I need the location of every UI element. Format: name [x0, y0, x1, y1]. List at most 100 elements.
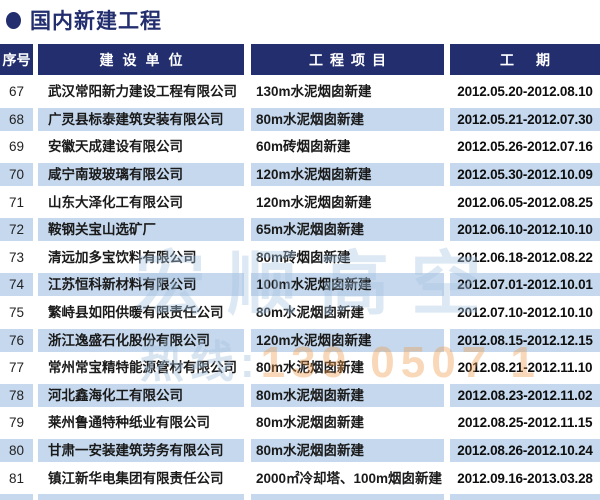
- row-no: 81: [8, 470, 25, 486]
- column-header-project: 工程项目: [251, 44, 444, 75]
- row-no: 72: [0, 218, 33, 242]
- row-no: 80: [0, 439, 33, 463]
- row-company: 江苏恒科新材料有限公司: [38, 273, 244, 297]
- row-period: 2012.05.26-2012.07.16: [457, 139, 593, 155]
- row-company: 镇江新华电集团有限责任公司: [48, 470, 224, 486]
- table-row: 72 鞍钢关宝山选矿厂 65m水泥烟囱新建 2012.06.10-2012.10.10: [0, 216, 600, 244]
- row-company: 浙江逸盛石化股份有限公司: [38, 328, 244, 352]
- column-header-period: 工期: [450, 44, 600, 75]
- row-no: 74: [0, 273, 33, 297]
- bullet-icon: [6, 11, 21, 29]
- row-period: 2012.07.10-2012.10.10: [457, 305, 593, 321]
- row-project: 80m水泥烟囱新建: [251, 107, 444, 131]
- row-company: 咸宁南玻玻璃有限公司: [38, 163, 244, 187]
- row-project: 80m水泥烟囱新建: [256, 360, 365, 376]
- partial-cell: [0, 494, 33, 500]
- row-no: 70: [0, 163, 33, 187]
- table-row: 73 清远加多宝饮料有限公司 80m砖烟囱新建 2012.06.18-2012.08.…: [0, 244, 600, 272]
- row-period: 2012.08.25-2012.11.15: [457, 415, 593, 431]
- partial-next-row: [0, 494, 600, 500]
- row-project: 65m水泥烟囱新建: [251, 218, 444, 242]
- row-period: 2012.09.16-2013.03.28: [457, 470, 593, 486]
- row-gutter: [244, 411, 251, 434]
- page-title: 国内新建工程: [30, 10, 162, 33]
- row-no: 73: [8, 249, 25, 265]
- row-gutter: [244, 356, 251, 379]
- row-gutter: [244, 218, 251, 241]
- row-gutter: [244, 384, 251, 407]
- row-project: 80m水泥烟囱新建: [256, 415, 365, 431]
- row-gutter: [244, 135, 251, 158]
- row-gutter: [244, 191, 251, 214]
- row-no: 78: [0, 383, 33, 407]
- row-company: 山东大泽化工有限公司: [48, 194, 183, 210]
- row-project: 2000㎡冷却塔、100m烟囱新建: [256, 470, 443, 486]
- table-row: 76 浙江逸盛石化股份有限公司 120m水泥烟囱新建 2012.08.15-2012.…: [0, 326, 600, 354]
- row-no: 69: [8, 139, 25, 155]
- row-company: 清远加多宝饮料有限公司: [48, 249, 197, 265]
- row-no: 68: [0, 107, 33, 131]
- row-project: 120m水泥烟囱新建: [251, 328, 444, 352]
- row-period: 2012.08.26-2012.10.24: [450, 439, 600, 463]
- row-no: 79: [8, 415, 25, 431]
- row-no: 67: [8, 84, 25, 100]
- row-gutter: [244, 301, 251, 324]
- row-period: 2012.05.21-2012.07.30: [450, 107, 600, 131]
- row-project: 80m水泥烟囱新建: [256, 305, 365, 321]
- partial-cell: [450, 494, 600, 500]
- row-project: 130m水泥烟囱新建: [256, 84, 372, 100]
- row-gutter: [244, 246, 251, 269]
- table-row: 68 广灵县标泰建筑安装有限公司 80m水泥烟囱新建 2012.05.21-2012.…: [0, 106, 600, 134]
- row-period: 2012.08.15-2012.12.15: [450, 328, 600, 352]
- row-no: 76: [0, 328, 33, 352]
- row-project: 60m砖烟囱新建: [256, 139, 351, 155]
- section-title: 国内新建工程: [6, 6, 162, 34]
- row-project: 80m砖烟囱新建: [256, 249, 351, 265]
- row-company: 甘肃一安装建筑劳务有限公司: [38, 439, 244, 463]
- row-period: 2012.08.23-2012.11.02: [450, 383, 600, 407]
- row-gutter: [244, 439, 251, 462]
- column-header-company: 建设单位: [38, 44, 244, 75]
- row-period: 2012.06.18-2012.08.22: [457, 249, 593, 265]
- partial-cell: [251, 494, 444, 500]
- row-company: 鞍钢关宝山选矿厂: [38, 218, 244, 242]
- row-period: 2012.07.01-2012.10.01: [450, 273, 600, 297]
- row-gutter: [244, 467, 251, 490]
- table-row: 69 安徽天成建设有限公司 60m砖烟囱新建 2012.05.26-2012.07.1…: [0, 133, 600, 161]
- row-no: 75: [8, 305, 25, 321]
- row-project: 120m水泥烟囱新建: [251, 163, 444, 187]
- table-row: 70 咸宁南玻玻璃有限公司 120m水泥烟囱新建 2012.05.30-2012.10…: [0, 161, 600, 189]
- table-body: 67 武汉常阳新力建设工程有限公司 130m水泥烟囱新建 2012.05.20-201…: [0, 78, 600, 492]
- row-gutter: [244, 273, 251, 296]
- partial-cell: [38, 494, 244, 500]
- row-gutter: [244, 80, 251, 103]
- column-header-no: 序号: [0, 44, 33, 75]
- row-no: 77: [8, 360, 25, 376]
- row-company: 河北鑫海化工有限公司: [38, 383, 244, 407]
- row-company: 武汉常阳新力建设工程有限公司: [48, 84, 237, 100]
- row-period: 2012.05.30-2012.10.09: [450, 163, 600, 187]
- row-period: 2012.06.05-2012.08.25: [457, 194, 593, 210]
- row-period: 2012.05.20-2012.08.10: [457, 84, 593, 100]
- row-company: 常州常宝精特能源管材有限公司: [48, 360, 237, 376]
- row-period: 2012.06.10-2012.10.10: [450, 218, 600, 242]
- table-row: 78 河北鑫海化工有限公司 80m水泥烟囱新建 2012.08.23-2012.11.…: [0, 382, 600, 410]
- row-company: 莱州鲁通特种纸业有限公司: [48, 415, 210, 431]
- row-no: 71: [8, 194, 25, 210]
- row-project: 80m水泥烟囱新建: [251, 439, 444, 463]
- row-project: 80m水泥烟囱新建: [251, 383, 444, 407]
- row-gutter: [244, 108, 251, 131]
- table-row: 71 山东大泽化工有限公司 120m水泥烟囱新建 2012.06.05-2012.08…: [0, 188, 600, 216]
- table-row: 80 甘肃一安装建筑劳务有限公司 80m水泥烟囱新建 2012.08.26-2012.…: [0, 437, 600, 465]
- table-header: 序号 建设单位 工程项目 工期: [0, 44, 600, 75]
- column-gutter: [244, 44, 251, 75]
- row-company: 繁峙县如阳供暖有限责任公司: [48, 305, 224, 321]
- table-row: 77 常州常宝精特能源管材有限公司 80m水泥烟囱新建 2012.08.21-2012…: [0, 354, 600, 382]
- row-company: 安徽天成建设有限公司: [48, 139, 183, 155]
- table-row: 79 莱州鲁通特种纸业有限公司 80m水泥烟囱新建 2012.08.25-2012.1…: [0, 409, 600, 437]
- row-gutter: [244, 329, 251, 352]
- row-period: 2012.08.21-2012.11.10: [457, 360, 593, 376]
- table-row: 75 繁峙县如阳供暖有限责任公司 80m水泥烟囱新建 2012.07.10-2012.…: [0, 299, 600, 327]
- row-company: 广灵县标泰建筑安装有限公司: [38, 107, 244, 131]
